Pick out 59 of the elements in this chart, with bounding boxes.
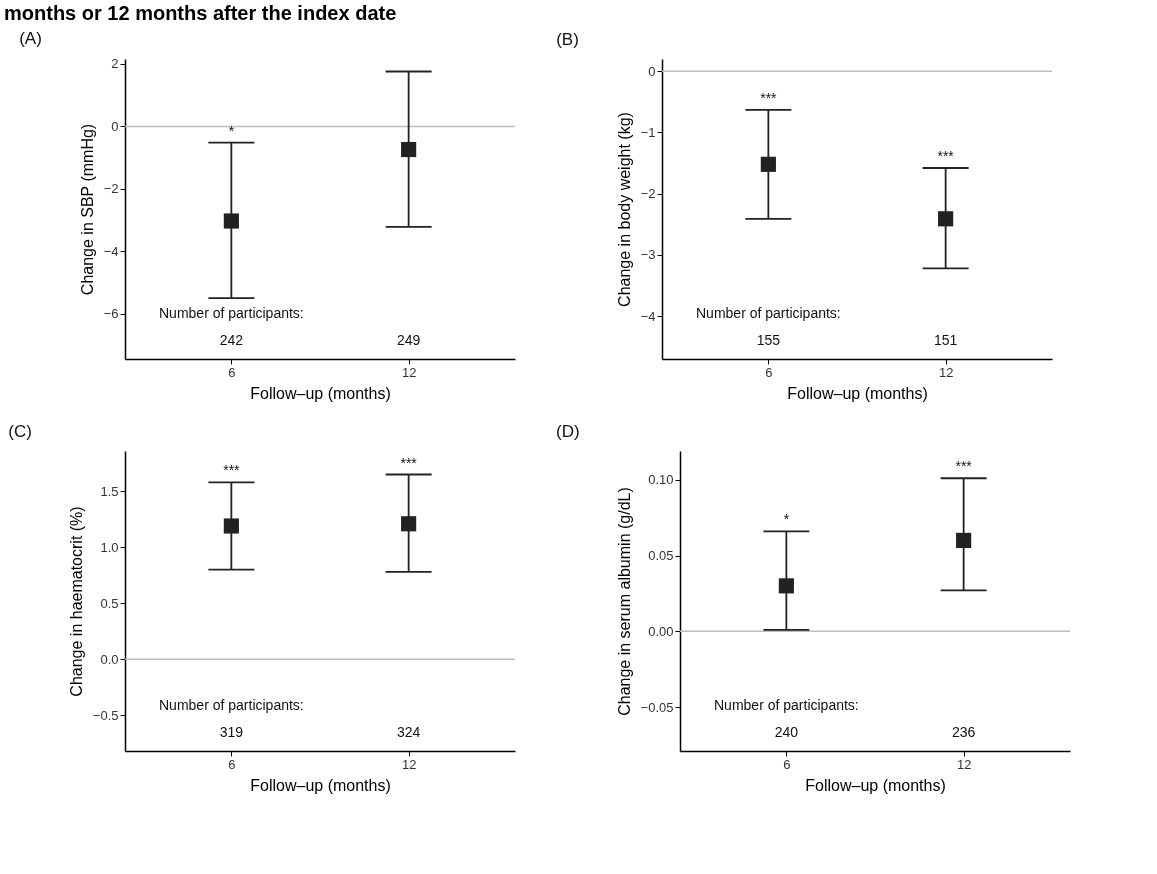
- annotation: ***: [223, 462, 241, 479]
- y-tick-label: 1.0: [100, 539, 119, 555]
- y-tick-label: −3: [640, 247, 656, 263]
- y-tick-label: 0.0: [100, 651, 119, 667]
- chart-title: (C): [8, 422, 32, 441]
- annotation: 151: [933, 332, 958, 348]
- y-tick-label: −4: [103, 243, 119, 259]
- y-axis-title: Change in body weight (kg): [615, 112, 633, 307]
- chart-subtitle: months or 12 months after the index date: [4, 2, 398, 25]
- annotation: *: [783, 511, 790, 528]
- annotation: 242: [219, 332, 244, 348]
- annotation: 249: [396, 332, 421, 348]
- x-axis-title: Follow–up (months): [250, 384, 391, 402]
- y-axis-title: Change in serum albumin (g/dL): [615, 487, 633, 716]
- y-tick-label: −2: [640, 186, 656, 202]
- x-tick-label: 12: [401, 364, 417, 380]
- y-tick-label: −0.05: [640, 699, 674, 715]
- y-tick-label: 2: [111, 56, 119, 72]
- y-axis-title: Change in SBP (mmHg): [78, 123, 96, 296]
- x-axis-title: Follow–up (months): [787, 384, 928, 402]
- x-tick-label: 6: [228, 364, 236, 380]
- y-tick-label: 0: [648, 63, 656, 79]
- annotation: ***: [955, 458, 973, 475]
- y-tick-label: 0.00: [648, 623, 674, 639]
- x-tick-label: 6: [783, 756, 791, 772]
- annotation: Number of participants:: [696, 305, 841, 321]
- chart-title: (A): [19, 28, 42, 48]
- y-tick-label: 1.5: [100, 483, 119, 499]
- x-tick-label: 12: [938, 364, 954, 380]
- annotation: 236: [951, 724, 976, 740]
- y-tick-label: 0.05: [648, 548, 674, 564]
- y-axis-title: Change in haematocrit (%): [67, 506, 85, 697]
- annotation: Number of participants:: [159, 305, 304, 321]
- y-tick-label: 0.10: [648, 472, 674, 488]
- x-axis-title: Follow–up (months): [250, 776, 391, 794]
- annotation: 155: [756, 332, 781, 348]
- y-tick-label: −1: [640, 124, 656, 140]
- annotation: 319: [219, 724, 244, 740]
- annotation: *: [228, 122, 235, 139]
- y-tick-label: −0.5: [92, 707, 119, 723]
- x-tick-label: 12: [401, 756, 417, 772]
- y-tick-label: 0: [111, 118, 119, 134]
- x-tick-label: 12: [956, 756, 972, 772]
- annotation: Number of participants:: [159, 697, 304, 713]
- y-tick-label: −6: [103, 306, 119, 322]
- x-tick-label: 6: [228, 756, 236, 772]
- x-tick-label: 6: [765, 364, 773, 380]
- annotation: ***: [760, 89, 778, 106]
- annotation: Number of participants:: [714, 697, 859, 713]
- annotation: ***: [937, 147, 955, 164]
- y-tick-label: 0.5: [100, 595, 119, 611]
- y-tick-label: −2: [103, 181, 119, 197]
- chart-title: (B): [556, 30, 579, 49]
- y-tick-label: −4: [640, 308, 656, 324]
- annotation: ***: [400, 454, 418, 471]
- x-axis-title: Follow–up (months): [805, 776, 946, 794]
- annotation: 240: [774, 724, 799, 740]
- chart-title: (D): [556, 422, 580, 441]
- annotation: 324: [396, 724, 421, 740]
